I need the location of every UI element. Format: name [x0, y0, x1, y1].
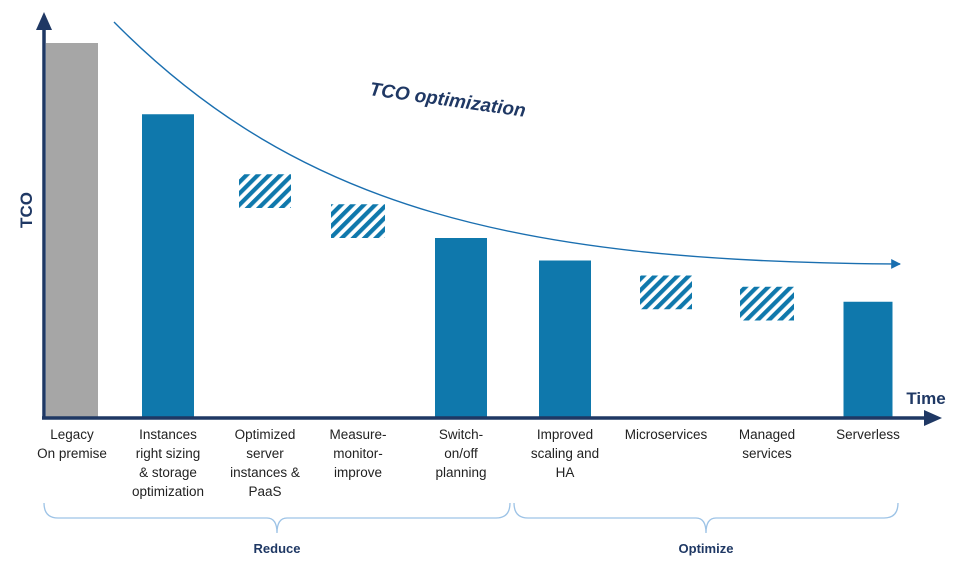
- y-axis-arrow-icon: [36, 12, 52, 30]
- bars-layer: [46, 43, 893, 418]
- bar-legacy-on-premise: [46, 43, 98, 418]
- x-axis-label: Time: [906, 389, 945, 408]
- category-label: Legacy On premise: [37, 427, 107, 461]
- group-label-optimize: Optimize: [679, 541, 734, 556]
- category-label: Microservices: [625, 427, 708, 442]
- category-label: Switch-on/off planning: [435, 427, 486, 480]
- bar-optimized-server-instances-paas: [239, 174, 291, 208]
- group-braces: Reduce Optimize: [43, 502, 899, 556]
- bar-switch-on-off-planning: [435, 238, 487, 418]
- category-label: Improved scaling and HA: [531, 427, 599, 480]
- brace-optimize: [513, 502, 899, 534]
- brace-reduce: [43, 502, 511, 534]
- category-label: Managed services: [739, 427, 795, 461]
- bar-microservices: [640, 275, 692, 310]
- category-label: Instances right sizing & storage optimizati…: [132, 427, 204, 499]
- axes: [36, 12, 942, 426]
- y-axis-label: TCO: [17, 192, 36, 228]
- bar-managed-services: [740, 286, 794, 321]
- category-label: Measure-monitor-improve: [329, 427, 386, 480]
- bar-measure-monitor-improve: [331, 204, 385, 238]
- category-label: Serverless: [836, 427, 900, 442]
- tco-optimization-curve: [113, 21, 901, 269]
- bar-serverless: [843, 301, 893, 418]
- category-labels: Legacy On premise Instances right sizing & s…: [37, 427, 900, 499]
- category-label: Optimized server instances & PaaS: [230, 427, 300, 499]
- x-axis-arrow-icon: [924, 410, 942, 426]
- bar-improved-scaling-and-ha: [539, 260, 591, 418]
- group-label-reduce: Reduce: [254, 541, 301, 556]
- bar-instances-right-sizing-storage-optimization: [142, 114, 194, 418]
- curve-label: TCO optimization: [368, 79, 527, 122]
